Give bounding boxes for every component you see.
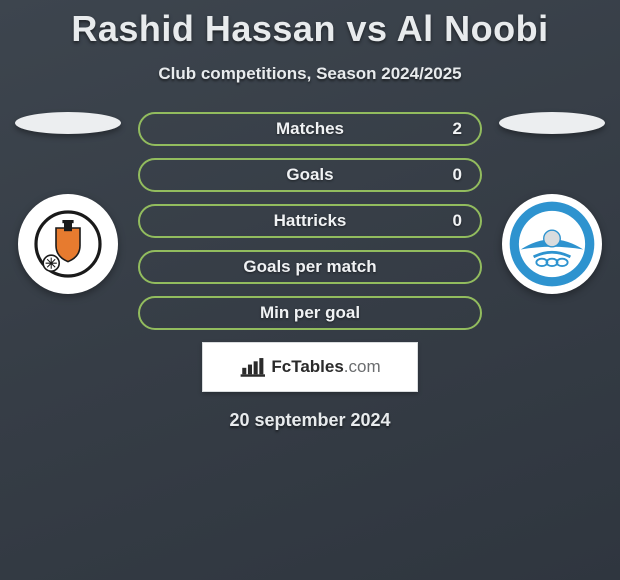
stat-right-value: 2 xyxy=(453,114,462,144)
right-player-column xyxy=(492,112,612,294)
brand-name: FcTables xyxy=(271,357,343,376)
subtitle: Club competitions, Season 2024/2025 xyxy=(0,50,620,84)
stat-label: Hattricks xyxy=(140,206,480,236)
dibba-crest-icon xyxy=(506,198,598,290)
stat-label: Min per goal xyxy=(140,298,480,328)
stat-rows: Matches 2 Goals 0 Hattricks 0 Goals per … xyxy=(138,112,482,330)
comparison-container: Matches 2 Goals 0 Hattricks 0 Goals per … xyxy=(0,112,620,330)
stat-label: Matches xyxy=(140,114,480,144)
date-line: 20 september 2024 xyxy=(0,392,620,431)
stat-row: Matches 2 xyxy=(138,112,482,146)
stat-right-value: 0 xyxy=(453,206,462,236)
stat-row: Hattricks 0 xyxy=(138,204,482,238)
stat-right-value: 0 xyxy=(453,160,462,190)
right-player-oval xyxy=(499,112,605,134)
stat-row: Goals per match xyxy=(138,250,482,284)
stat-label: Goals xyxy=(140,160,480,190)
stat-label: Goals per match xyxy=(140,252,480,282)
bar-chart-icon xyxy=(239,356,265,378)
brand-box[interactable]: FcTables.com xyxy=(202,342,418,392)
page-title: Rashid Hassan vs Al Noobi xyxy=(0,0,620,50)
stat-row: Goals 0 xyxy=(138,158,482,192)
brand-domain: .com xyxy=(344,357,381,376)
stat-row: Min per goal xyxy=(138,296,482,330)
ajman-crest-icon xyxy=(28,204,108,284)
right-club-badge xyxy=(502,194,602,294)
brand-text: FcTables.com xyxy=(271,357,380,377)
left-player-oval xyxy=(15,112,121,134)
left-player-column xyxy=(8,112,128,294)
left-club-badge xyxy=(18,194,118,294)
